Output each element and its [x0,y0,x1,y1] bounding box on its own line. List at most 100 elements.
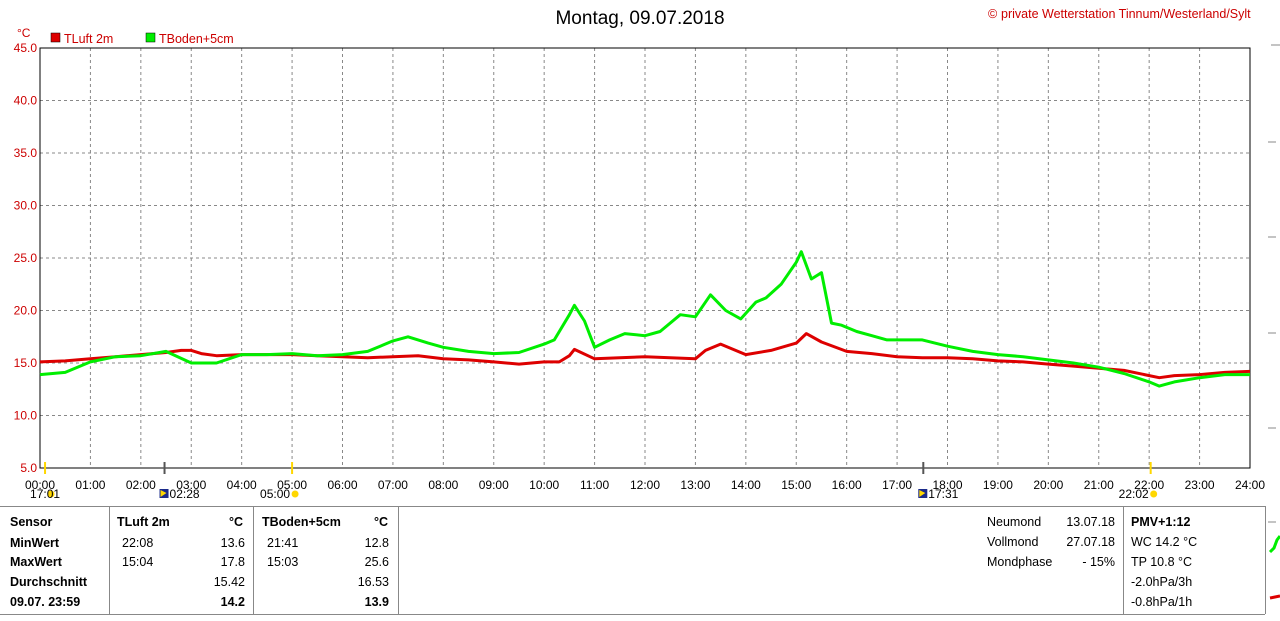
y-tick-label: 20.0 [14,304,38,318]
col2-unit: °C [374,515,389,529]
stats-sensor-label: Sensor [10,515,53,529]
x-tick-label: 11:00 [580,478,609,492]
dewpoint-value: TP 10.8 °C [1131,555,1193,569]
moon-glyph [160,490,167,497]
col2-max-time: 15:03 [267,555,299,569]
x-tick-label: 20:00 [1033,478,1063,492]
x-tick-label: 02:00 [126,478,156,492]
x-tick-label: 13:00 [680,478,710,492]
plot-frame [39,47,1251,469]
vollmond-date: 27.07.18 [1066,535,1115,549]
x-tick-label: 19:00 [983,478,1013,492]
stats-divider-5 [1265,506,1266,614]
x-tick-label: 16:00 [832,478,862,492]
x-tick-label: 10:00 [529,478,559,492]
stats-top-border [0,506,1265,507]
x-tick-label: 24:00 [1235,478,1265,492]
x-tick-label: 12:00 [630,478,660,492]
stats-min-label: MinWert [10,536,60,550]
col2-max-value: 25.6 [364,555,389,569]
stats-divider-2 [253,506,254,614]
marker-label: 17:31 [928,487,958,501]
col2-min-value: 12.8 [364,536,389,550]
neumond-date: 13.07.18 [1066,515,1115,529]
neumond-label: Neumond [987,515,1042,529]
stats-divider-1 [109,506,110,614]
col1-current: 14.2 [220,595,245,609]
col1-min-value: 13.6 [220,536,245,550]
legend-swatch-tluft [50,32,61,43]
y-tick-label: 40.0 [14,94,38,108]
col2-current: 13.9 [364,595,389,609]
legend-label-tluft: TLuft 2m [64,32,113,46]
copyright-text: private Wetterstation Tinnum/Westerland/… [1001,7,1251,21]
pressure-trend-3h: -2.0hPa/3h [1131,575,1193,589]
sunset-icon [1150,490,1158,498]
copyright-symbol: © [988,7,998,21]
x-tick-label: 01:00 [75,478,105,492]
y-tick-label: 25.0 [14,251,38,265]
stats-max-label: MaxWert [10,555,62,569]
x-tick-label: 05:00 [277,478,307,492]
x-tick-label: 07:00 [378,478,408,492]
vollmond-label: Vollmond [987,535,1039,549]
legend-swatch-tboden [145,32,156,43]
marker-label: 02:28 [170,487,200,501]
sunset-icon [47,490,55,498]
x-tick-label: 15:00 [781,478,811,492]
chart-title: Montag, 09.07.2018 [555,8,724,29]
col2-min-time: 21:41 [267,536,299,550]
y-tick-label: 5.0 [20,461,37,475]
x-tick-label: 08:00 [428,478,458,492]
x-tick-label: 23:00 [1185,478,1215,492]
marker-label: 17:01 [30,487,60,501]
x-tick-label: 17:00 [882,478,912,492]
stats-avg-label: Durchschnitt [10,575,88,589]
x-tick-label: 21:00 [1084,478,1114,492]
x-tick-label: 22:00 [1134,478,1164,492]
stats-bottom-border [0,614,1265,615]
windchill-value: WC 14.2 °C [1131,535,1198,549]
x-tick-label: 00:00 [25,478,55,492]
series-line-0 [39,332,1251,380]
col1-min-time: 22:08 [122,536,154,550]
y-tick-label: 30.0 [14,199,38,213]
x-tick-label: 03:00 [176,478,206,492]
col1-max-value: 17.8 [220,555,245,569]
col1-unit: °C [229,515,244,529]
stats-current-label: 09.07. 23:59 [10,595,81,609]
x-axis: 00:00 01:00 02:00 03:00 04:00 05:00 06:00 07:00… [25,478,1265,492]
stats-divider-4 [1123,506,1124,614]
x-tick-label: 18:00 [932,478,962,492]
col2-name: TBoden+5cm [262,515,341,529]
series-lines [39,250,1251,388]
y-axis: 5.0 10.0 15.0 20.0 25.0 30.0 35.0 40.0 45.0 [14,41,38,475]
col2-avg: 16.53 [357,575,389,589]
marker-label: 22:02 [1119,487,1149,501]
marker-label: 05:00 [260,487,290,501]
mini-red-line [1269,594,1280,600]
mini-green-line [1268,535,1280,554]
y-tick-label: 45.0 [14,41,38,55]
y-unit-label: °C [17,26,31,40]
grid [40,48,1250,468]
sunrise-icon [291,490,299,498]
col1-avg: 15.42 [213,575,245,589]
mondphase-value: - 15% [1082,555,1115,569]
pressure-trend-1h: -0.8hPa/1h [1131,595,1193,609]
x-tick-label: 06:00 [327,478,357,492]
x-tick-label: 04:00 [227,478,257,492]
moon-glyph [919,490,926,497]
y-tick-label: 35.0 [14,146,38,160]
col1-name: TLuft 2m [117,515,170,529]
col1-max-time: 15:04 [122,555,154,569]
series-line-1 [39,250,1250,388]
y-tick-label: 10.0 [14,409,38,423]
x-tick-label: 09:00 [479,478,509,492]
y-tick-label: 15.0 [14,356,38,370]
stats-divider-3 [398,506,399,614]
legend-label-tboden: TBoden+5cm [159,32,234,46]
sun-moon-markers: 17:01 02:28 05:00 17:31 22:02 [30,462,1158,501]
x-tick-label: 14:00 [731,478,761,492]
